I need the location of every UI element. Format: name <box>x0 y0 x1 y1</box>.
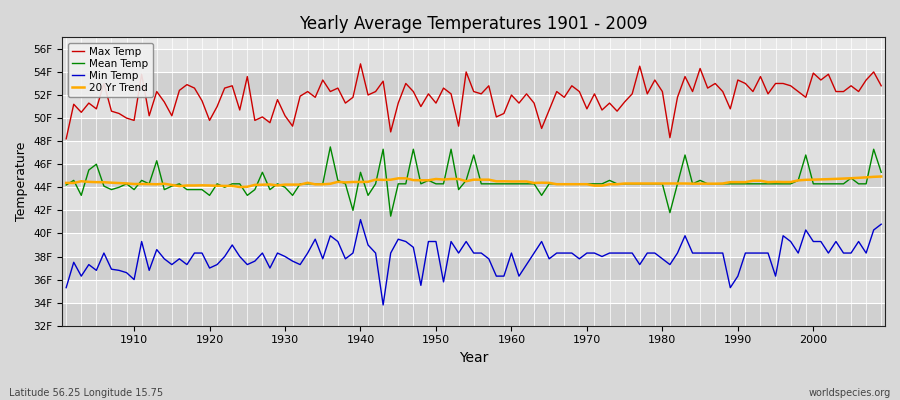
Max Temp <box>356 62 366 66</box>
20 Yr Trend <box>234 185 245 190</box>
Mean Temp <box>612 182 623 186</box>
Bar <box>62 210 885 234</box>
Max Temp <box>514 101 525 106</box>
Mean Temp <box>514 182 525 186</box>
Y-axis label: Temperature: Temperature <box>15 142 28 221</box>
Min Temp <box>521 262 532 267</box>
Mean Temp <box>325 144 336 149</box>
Min Temp <box>356 217 366 222</box>
Bar <box>62 141 885 164</box>
Max Temp <box>506 93 517 98</box>
Bar <box>62 234 885 256</box>
Mean Temp <box>385 214 396 218</box>
Mean Temp <box>876 170 886 175</box>
Max Temp <box>122 116 132 120</box>
Min Temp <box>332 239 343 244</box>
Bar <box>62 280 885 303</box>
Min Temp <box>122 270 132 275</box>
20 Yr Trend <box>122 181 132 186</box>
Line: Mean Temp: Mean Temp <box>67 147 881 216</box>
Max Temp <box>876 83 886 88</box>
Max Temp <box>287 124 298 128</box>
Min Temp <box>378 302 389 307</box>
Bar <box>62 187 885 210</box>
Text: worldspecies.org: worldspecies.org <box>809 388 891 398</box>
Title: Yearly Average Temperatures 1901 - 2009: Yearly Average Temperatures 1901 - 2009 <box>300 15 648 33</box>
20 Yr Trend <box>294 182 305 187</box>
Bar <box>62 95 885 118</box>
20 Yr Trend <box>604 182 615 187</box>
Max Temp <box>332 86 343 90</box>
Max Temp <box>61 136 72 141</box>
Mean Temp <box>287 193 298 198</box>
Mean Temp <box>122 182 132 186</box>
20 Yr Trend <box>61 180 72 185</box>
Line: 20 Yr Trend: 20 Yr Trend <box>67 176 881 187</box>
20 Yr Trend <box>514 179 525 184</box>
Mean Temp <box>340 182 351 186</box>
X-axis label: Year: Year <box>459 351 489 365</box>
Bar <box>62 49 885 72</box>
Mean Temp <box>521 182 532 186</box>
20 Yr Trend <box>340 180 351 185</box>
Bar <box>62 72 885 95</box>
Min Temp <box>61 285 72 290</box>
Min Temp <box>287 259 298 264</box>
Min Temp <box>612 251 623 256</box>
Mean Temp <box>61 182 72 187</box>
Bar <box>62 118 885 141</box>
Line: Max Temp: Max Temp <box>67 64 881 139</box>
Bar <box>62 303 885 326</box>
Min Temp <box>514 274 525 278</box>
20 Yr Trend <box>876 174 886 179</box>
Bar <box>62 164 885 187</box>
20 Yr Trend <box>506 179 517 184</box>
Text: Latitude 56.25 Longitude 15.75: Latitude 56.25 Longitude 15.75 <box>9 388 163 398</box>
Legend: Max Temp, Mean Temp, Min Temp, 20 Yr Trend: Max Temp, Mean Temp, Min Temp, 20 Yr Tre… <box>68 42 153 97</box>
Line: Min Temp: Min Temp <box>67 220 881 305</box>
Bar <box>62 256 885 280</box>
Min Temp <box>876 222 886 227</box>
Max Temp <box>604 101 615 106</box>
